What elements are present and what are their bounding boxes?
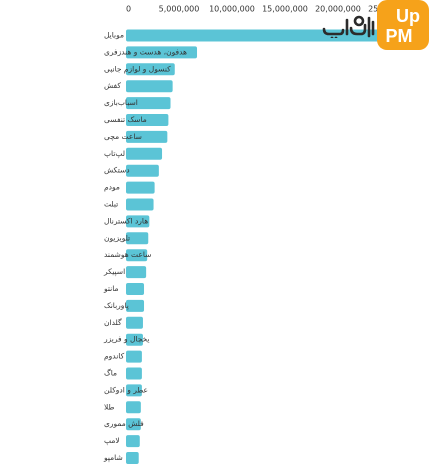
brand-logo-area: Up PM bbox=[320, 0, 429, 50]
x-tick-label: 20,000,000 bbox=[315, 5, 361, 14]
category-label: کاندوم bbox=[104, 352, 125, 361]
category-label: شامپو bbox=[103, 453, 123, 462]
category-label: کفش bbox=[104, 81, 121, 90]
category-label: هدفون، هدست و هندزفری bbox=[104, 47, 187, 56]
pmapp-badge-logo: Up PM bbox=[377, 0, 429, 50]
category-label: ساعت مچی bbox=[104, 132, 142, 141]
category-label: مودم bbox=[104, 183, 120, 192]
x-tick-label: 0 bbox=[126, 5, 131, 14]
bar bbox=[126, 367, 142, 380]
bar bbox=[126, 130, 168, 143]
category-label: تبلت bbox=[104, 200, 118, 209]
bar bbox=[126, 181, 155, 194]
bar bbox=[126, 232, 149, 245]
bar bbox=[126, 316, 143, 329]
bar bbox=[126, 266, 147, 279]
bar bbox=[126, 198, 154, 211]
category-label: گلدان bbox=[104, 318, 122, 327]
category-label: کنسول و لوازم جانبی bbox=[104, 64, 171, 73]
x-tick-label: 5,000,000 bbox=[159, 5, 200, 14]
bar bbox=[126, 249, 148, 262]
category-label: تلویزیون bbox=[104, 233, 130, 242]
bar bbox=[126, 164, 159, 177]
bar bbox=[126, 299, 145, 312]
category-label: اسباب‌بازی bbox=[104, 98, 138, 107]
bar bbox=[126, 63, 175, 76]
bar bbox=[126, 452, 139, 464]
x-tick-label: 10,000,000 bbox=[209, 5, 255, 14]
badge-up-text: Up bbox=[396, 6, 420, 26]
badge-pm-text: PM bbox=[386, 26, 413, 46]
category-label: لپ‌تاپ bbox=[104, 149, 125, 158]
category-label: ماسک تنفسی bbox=[104, 115, 147, 124]
bar bbox=[126, 215, 150, 228]
bar bbox=[126, 97, 171, 110]
category-label: مانتو bbox=[103, 284, 119, 293]
bar bbox=[126, 80, 173, 93]
category-label: طلا bbox=[104, 402, 114, 411]
category-label: هارد اکسترنال bbox=[104, 216, 148, 225]
pmapp-wordmark-logo bbox=[322, 15, 375, 38]
category-label: ساعت هوشمند bbox=[104, 250, 151, 259]
category-labels: موبایل هدفون، هدست و هندزفری کنسول و لوازم… bbox=[103, 31, 187, 463]
category-label: لامپ bbox=[104, 436, 120, 445]
category-label: یخچال و فریزر bbox=[103, 335, 149, 344]
bar bbox=[126, 46, 198, 59]
bar bbox=[126, 147, 163, 160]
bar bbox=[126, 350, 142, 363]
bars bbox=[126, 29, 386, 464]
x-tick-label: 15,000,000 bbox=[262, 5, 308, 14]
bar bbox=[126, 435, 140, 448]
bar bbox=[126, 29, 386, 42]
category-label: دستکش bbox=[104, 166, 130, 175]
category-label: پاوربانک bbox=[104, 301, 129, 310]
category-label: فلش مموری bbox=[104, 419, 144, 428]
category-label: عطر و ادوکلن bbox=[104, 385, 148, 394]
bar bbox=[126, 283, 145, 295]
bar bbox=[126, 333, 143, 346]
bar bbox=[126, 114, 169, 126]
category-label: موبایل bbox=[104, 31, 124, 40]
bar bbox=[126, 401, 141, 414]
category-label: اسپیکر bbox=[103, 267, 125, 276]
bar bbox=[126, 384, 142, 397]
bar bbox=[126, 418, 141, 431]
category-label: ماگ bbox=[104, 368, 117, 378]
